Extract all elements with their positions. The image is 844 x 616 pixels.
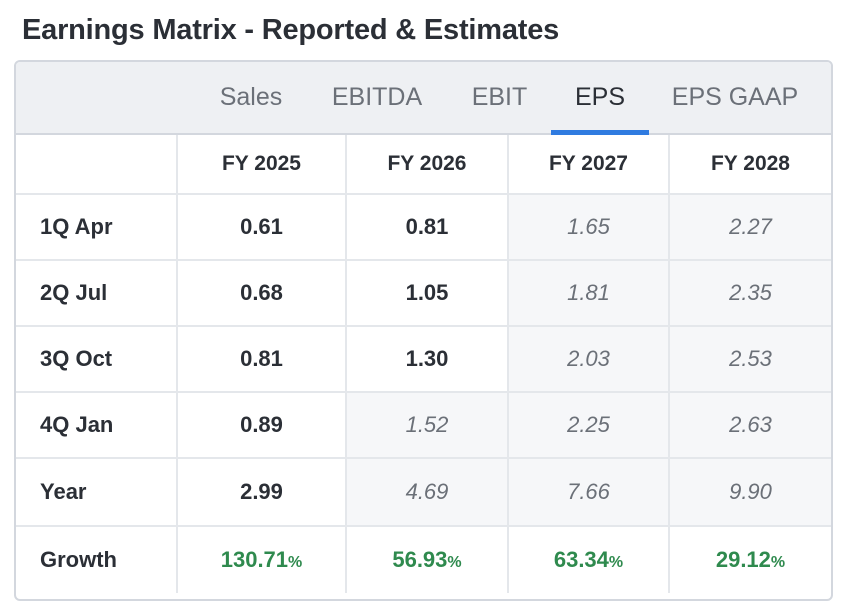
reported-cell: 0.81: [345, 193, 509, 261]
column-header: FY 2028: [668, 135, 831, 195]
reported-cell: 0.61: [176, 193, 347, 261]
tab-eps[interactable]: EPS: [551, 62, 649, 135]
table-row: 2Q Jul 0.68 1.05 1.81 2.35: [16, 259, 831, 327]
earnings-matrix-card: Sales EBITDA EBIT EPS EPS GAAP FY 2025 F…: [14, 60, 833, 601]
estimate-cell: 2.35: [668, 259, 831, 327]
tab-ebitda[interactable]: EBITDA: [323, 62, 431, 133]
table-row: 4Q Jan 0.89 1.52 2.25 2.63: [16, 391, 831, 459]
column-header: FY 2027: [507, 135, 670, 195]
table-row: Growth 130.71% 56.93% 63.34% 29.12%: [16, 525, 831, 593]
tab-eps-gaap[interactable]: EPS GAAP: [664, 62, 806, 133]
percent-unit: %: [770, 554, 786, 571]
growth-cell: 63.34%: [507, 525, 670, 593]
reported-cell: 0.89: [176, 391, 347, 459]
growth-value: 56.93: [392, 547, 448, 572]
row-label: 2Q Jul: [16, 259, 178, 327]
earnings-table: FY 2025 FY 2026 FY 2027 FY 2028 1Q Apr 0.…: [16, 135, 831, 593]
page-title: Earnings Matrix - Reported & Estimates: [22, 14, 560, 46]
row-label: 1Q Apr: [16, 193, 178, 261]
estimate-cell: 7.66: [507, 457, 670, 527]
growth-value: 130.71: [220, 547, 289, 572]
estimate-cell: 2.25: [507, 391, 670, 459]
percent-unit: %: [608, 554, 624, 571]
row-label: 4Q Jan: [16, 391, 178, 459]
row-label: Year: [16, 457, 178, 527]
estimate-cell: 2.53: [668, 325, 831, 393]
tab-label: EBIT: [471, 83, 528, 111]
table-row: 3Q Oct 0.81 1.30 2.03 2.53: [16, 325, 831, 393]
tab-ebit[interactable]: EBIT: [462, 62, 537, 133]
column-header: FY 2025: [176, 135, 347, 195]
header-corner: [16, 135, 178, 195]
reported-cell: 2.99: [176, 457, 347, 527]
tab-label: EPS: [574, 83, 626, 111]
tab-label: EBITDA: [331, 83, 423, 111]
reported-cell: 1.30: [345, 325, 509, 393]
tab-label: EPS GAAP: [671, 83, 799, 111]
estimate-cell: 1.52: [345, 391, 509, 459]
growth-cell: 56.93%: [345, 525, 509, 593]
active-tab-indicator: [551, 130, 649, 135]
estimate-cell: 2.27: [668, 193, 831, 261]
table-header-row: FY 2025 FY 2026 FY 2027 FY 2028: [16, 135, 831, 195]
growth-value: 29.12: [715, 547, 771, 572]
growth-cell: 130.71%: [176, 525, 347, 593]
reported-cell: 0.81: [176, 325, 347, 393]
tab-label: Sales: [219, 83, 283, 111]
row-label: Growth: [16, 525, 178, 593]
estimate-cell: 1.65: [507, 193, 670, 261]
estimate-cell: 4.69: [345, 457, 509, 527]
growth-value: 63.34: [553, 547, 609, 572]
reported-cell: 0.68: [176, 259, 347, 327]
estimate-cell: 1.81: [507, 259, 670, 327]
metric-tabs: Sales EBITDA EBIT EPS EPS GAAP: [16, 62, 831, 135]
table-row: Year 2.99 4.69 7.66 9.90: [16, 457, 831, 527]
percent-unit: %: [447, 554, 462, 571]
percent-unit: %: [288, 554, 303, 571]
estimate-cell: 2.63: [668, 391, 831, 459]
column-header: FY 2026: [345, 135, 509, 195]
table-row: 1Q Apr 0.61 0.81 1.65 2.27: [16, 193, 831, 261]
tab-sales[interactable]: Sales: [206, 62, 296, 133]
growth-cell: 29.12%: [668, 525, 831, 593]
row-label: 3Q Oct: [16, 325, 178, 393]
estimate-cell: 9.90: [668, 457, 831, 527]
estimate-cell: 2.03: [507, 325, 670, 393]
reported-cell: 1.05: [345, 259, 509, 327]
